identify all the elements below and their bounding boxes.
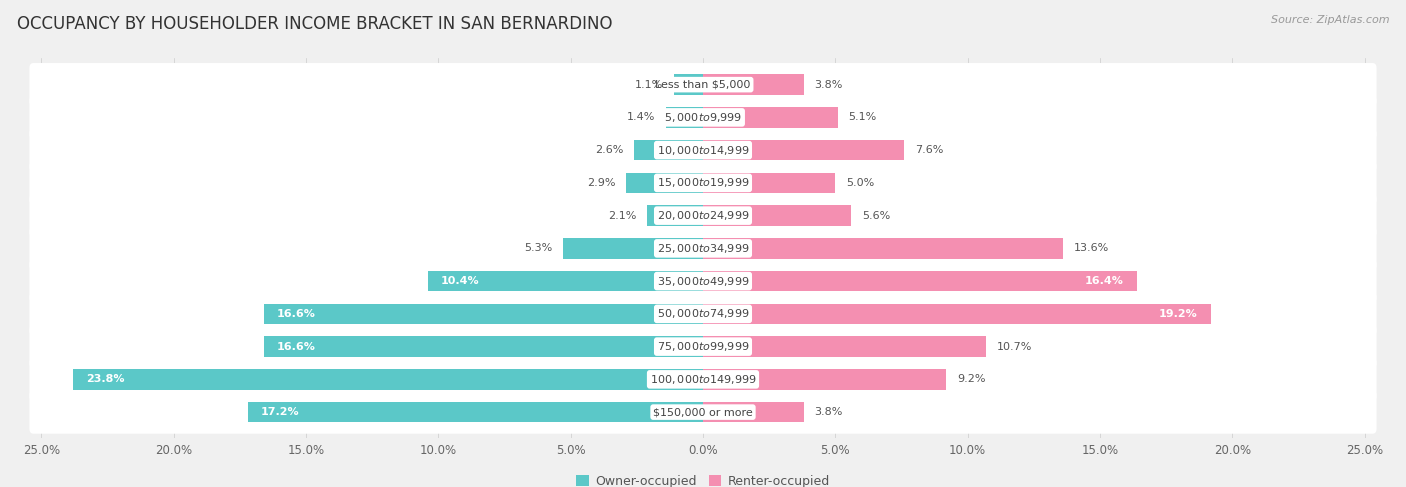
Text: $150,000 or more: $150,000 or more [654, 407, 752, 417]
Bar [703, 173, 835, 193]
Text: $75,000 to $99,999: $75,000 to $99,999 [657, 340, 749, 353]
FancyBboxPatch shape [30, 129, 1376, 172]
Bar [73, 369, 703, 390]
Text: 1.1%: 1.1% [636, 80, 664, 90]
Text: 3.8%: 3.8% [814, 80, 842, 90]
Text: 2.1%: 2.1% [609, 210, 637, 221]
Bar [264, 337, 703, 357]
Bar [264, 304, 703, 324]
Text: 5.6%: 5.6% [862, 210, 890, 221]
Text: $5,000 to $9,999: $5,000 to $9,999 [664, 111, 742, 124]
Text: 2.9%: 2.9% [588, 178, 616, 188]
Text: 5.3%: 5.3% [524, 244, 553, 253]
FancyBboxPatch shape [30, 325, 1376, 368]
Text: $35,000 to $49,999: $35,000 to $49,999 [657, 275, 749, 288]
Bar [673, 75, 703, 95]
Text: $25,000 to $34,999: $25,000 to $34,999 [657, 242, 749, 255]
FancyBboxPatch shape [30, 194, 1376, 237]
FancyBboxPatch shape [30, 63, 1376, 106]
Bar [703, 206, 851, 226]
Text: 16.6%: 16.6% [277, 309, 316, 319]
Text: 3.8%: 3.8% [814, 407, 842, 417]
Text: 17.2%: 17.2% [262, 407, 299, 417]
Text: 10.4%: 10.4% [441, 276, 479, 286]
FancyBboxPatch shape [30, 161, 1376, 205]
Bar [427, 271, 703, 291]
Bar [703, 238, 1063, 259]
Text: 10.7%: 10.7% [997, 341, 1032, 352]
Text: 5.1%: 5.1% [849, 112, 877, 122]
Text: 19.2%: 19.2% [1159, 309, 1198, 319]
Text: $15,000 to $19,999: $15,000 to $19,999 [657, 176, 749, 189]
Bar [703, 75, 804, 95]
Text: $20,000 to $24,999: $20,000 to $24,999 [657, 209, 749, 222]
Bar [703, 140, 904, 160]
Text: 23.8%: 23.8% [86, 375, 125, 384]
Text: 16.4%: 16.4% [1085, 276, 1123, 286]
Bar [703, 369, 946, 390]
Text: 2.6%: 2.6% [595, 145, 624, 155]
Bar [703, 107, 838, 128]
Bar [703, 402, 804, 422]
Text: $50,000 to $74,999: $50,000 to $74,999 [657, 307, 749, 320]
FancyBboxPatch shape [30, 391, 1376, 434]
FancyBboxPatch shape [30, 292, 1376, 336]
Bar [247, 402, 703, 422]
Text: 5.0%: 5.0% [846, 178, 875, 188]
Text: 7.6%: 7.6% [915, 145, 943, 155]
FancyBboxPatch shape [30, 96, 1376, 139]
FancyBboxPatch shape [30, 227, 1376, 270]
Bar [666, 107, 703, 128]
Text: 13.6%: 13.6% [1074, 244, 1109, 253]
Bar [703, 337, 986, 357]
Legend: Owner-occupied, Renter-occupied: Owner-occupied, Renter-occupied [571, 470, 835, 487]
Text: 16.6%: 16.6% [277, 341, 316, 352]
Bar [703, 304, 1211, 324]
FancyBboxPatch shape [30, 358, 1376, 401]
Text: Source: ZipAtlas.com: Source: ZipAtlas.com [1271, 15, 1389, 25]
Text: $10,000 to $14,999: $10,000 to $14,999 [657, 144, 749, 157]
Bar [647, 206, 703, 226]
Bar [626, 173, 703, 193]
Text: Less than $5,000: Less than $5,000 [655, 80, 751, 90]
Bar [562, 238, 703, 259]
Text: 1.4%: 1.4% [627, 112, 655, 122]
FancyBboxPatch shape [30, 260, 1376, 303]
Text: OCCUPANCY BY HOUSEHOLDER INCOME BRACKET IN SAN BERNARDINO: OCCUPANCY BY HOUSEHOLDER INCOME BRACKET … [17, 15, 613, 33]
Bar [703, 271, 1137, 291]
Text: 9.2%: 9.2% [957, 375, 986, 384]
Bar [634, 140, 703, 160]
Text: $100,000 to $149,999: $100,000 to $149,999 [650, 373, 756, 386]
